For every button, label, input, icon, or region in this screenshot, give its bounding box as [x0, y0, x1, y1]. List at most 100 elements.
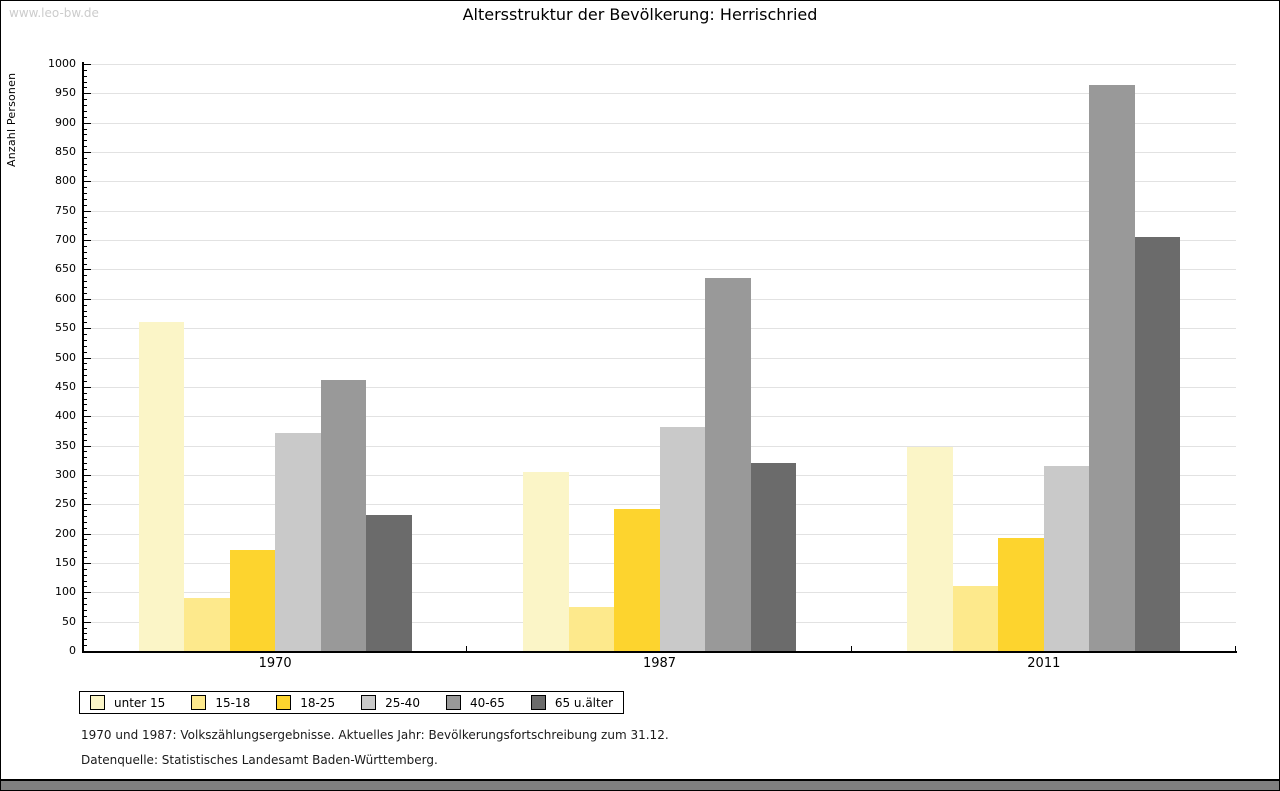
watermark: www.leo-bw.de [9, 6, 99, 20]
y-axis-major-tick [83, 357, 91, 359]
y-axis-major-tick [83, 240, 91, 242]
y-axis-minor-tick [83, 216, 87, 218]
y-axis-minor-tick [83, 609, 87, 611]
legend-item-2: 18-25 [276, 695, 335, 710]
y-axis-minor-tick [83, 275, 87, 277]
y-tick-label: 200 [55, 526, 76, 540]
y-axis-major-tick [83, 64, 91, 65]
y-axis-minor-tick [83, 557, 87, 559]
y-axis-minor-tick [83, 404, 87, 406]
x-category-label: 1987 [642, 656, 677, 671]
gridline [83, 93, 1236, 95]
bar-2011-40-65 [1089, 84, 1135, 651]
window-bottom-bar [1, 779, 1279, 790]
gridline [83, 298, 1236, 300]
y-axis-minor-tick [83, 263, 87, 265]
y-axis-minor-tick [83, 521, 87, 523]
y-axis-minor-tick [83, 645, 87, 647]
y-axis-minor-tick [83, 463, 87, 465]
legend-swatch-icon [530, 695, 546, 710]
y-axis-minor-tick [83, 339, 87, 341]
gridline [83, 269, 1236, 271]
y-axis-minor-tick [83, 515, 87, 517]
y-axis-minor-tick [83, 345, 87, 347]
legend-item-5: 65 u.älter [530, 695, 614, 710]
y-axis-minor-tick [83, 586, 87, 588]
y-axis-minor-tick [83, 639, 87, 641]
y-axis-minor-tick [83, 398, 87, 400]
y-axis-minor-tick [83, 410, 87, 412]
legend-item-3: 25-40 [361, 695, 420, 710]
y-axis-minor-tick [83, 551, 87, 553]
bar-2011-25-40 [1043, 466, 1090, 651]
gridline [83, 240, 1236, 242]
y-axis-minor-tick [83, 527, 87, 529]
y-tick-label: 900 [55, 115, 76, 129]
y-axis-major-tick [83, 210, 91, 212]
y-axis-major-tick [83, 152, 91, 154]
y-axis-minor-tick [83, 334, 87, 336]
y-axis-line [82, 62, 84, 653]
y-axis-minor-tick [83, 451, 87, 453]
x-category-label: 2011 [1027, 656, 1061, 671]
y-axis-minor-tick [83, 251, 87, 253]
y-axis-minor-tick [83, 510, 87, 512]
legend-label: 40-65 [469, 695, 505, 710]
legend-item-4: 40-65 [445, 695, 505, 710]
y-axis-minor-tick [83, 157, 87, 159]
y-axis-minor-tick [83, 140, 87, 142]
y-axis-minor-tick [83, 99, 87, 101]
y-axis-minor-tick [83, 615, 87, 617]
y-axis-minor-tick [83, 427, 87, 429]
x-axis-tick [850, 646, 852, 651]
legend-item-0: unter 15 [90, 695, 165, 710]
bar-1970-18-25 [229, 550, 276, 651]
bar-1987-unter-15 [523, 471, 569, 651]
y-axis-minor-tick [83, 310, 87, 312]
y-axis-minor-tick [83, 128, 87, 130]
y-axis-minor-tick [83, 316, 87, 318]
x-axis-tick [466, 646, 468, 651]
legend-item-1: 15-18 [191, 695, 250, 710]
y-axis-major-tick [83, 122, 91, 124]
y-axis-major-tick [83, 269, 91, 271]
footnote-line-2: Datenquelle: Statistisches Landesamt Bad… [81, 753, 438, 767]
y-axis-minor-tick [83, 351, 87, 353]
y-axis-minor-tick [83, 187, 87, 189]
legend-swatch-icon [276, 695, 292, 710]
y-axis-minor-tick [83, 169, 87, 171]
y-axis-minor-tick [83, 539, 87, 541]
x-axis-tick [1235, 646, 1236, 651]
y-axis-minor-tick [83, 163, 87, 165]
bar-2011-18-25 [998, 537, 1044, 651]
y-axis-minor-tick [83, 369, 87, 371]
y-axis-minor-tick [83, 457, 87, 459]
y-axis-major-tick [83, 181, 91, 183]
bar-1987-25-40 [659, 426, 705, 651]
bar-1987-40-65 [705, 278, 751, 651]
y-axis-minor-tick [83, 380, 87, 382]
legend-label: unter 15 [114, 695, 166, 710]
legend-label: 65 u.älter [554, 695, 614, 710]
y-axis-minor-tick [83, 580, 87, 582]
gridline [83, 152, 1236, 154]
y-axis-minor-tick [83, 439, 87, 441]
y-axis-minor-tick [83, 392, 87, 394]
gridline [83, 64, 1236, 65]
y-axis-minor-tick [83, 75, 87, 77]
y-tick-label: 100 [55, 585, 76, 599]
y-axis-major-tick [83, 386, 91, 388]
y-axis-minor-tick [83, 633, 87, 635]
y-axis-minor-tick [83, 545, 87, 547]
y-axis-minor-tick [83, 604, 87, 606]
y-axis-minor-tick [83, 134, 87, 136]
y-tick-label: 450 [55, 379, 76, 393]
y-axis-minor-tick [83, 574, 87, 576]
y-axis-major-tick [83, 474, 91, 476]
y-tick-label: 250 [55, 497, 76, 511]
y-axis-major-tick [83, 621, 91, 623]
y-axis-major-tick [83, 592, 91, 594]
bar-1987-65-u.älter [750, 463, 796, 651]
bar-1970-unter-15 [138, 322, 185, 651]
